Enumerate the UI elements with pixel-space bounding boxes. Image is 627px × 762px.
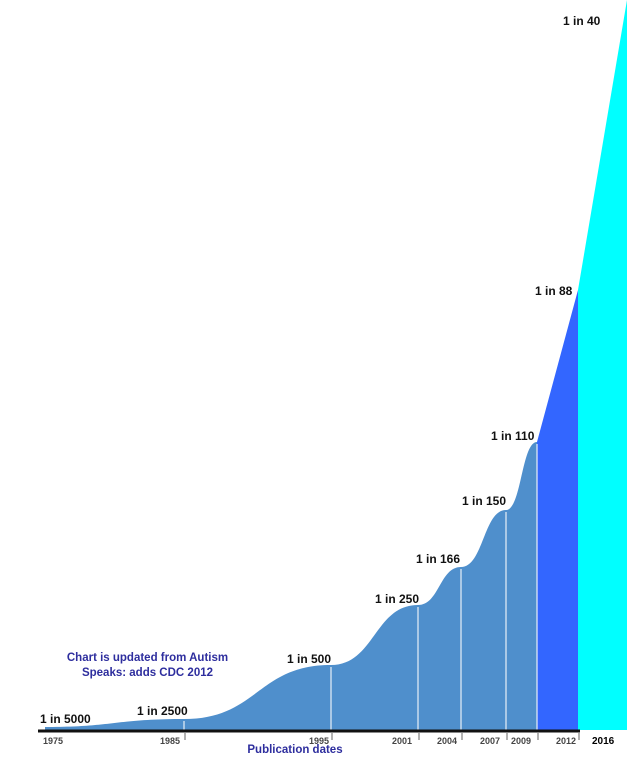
data-label: 1 in 40 [563, 14, 601, 28]
x-tick-label: 2012 [556, 736, 577, 746]
x-tick-label: 1985 [160, 736, 181, 746]
x-axis-label: Publication dates [247, 744, 343, 756]
x-tick-label: 2016 [592, 736, 615, 747]
cdc-2012-area [537, 290, 578, 730]
x-tick-label: 2001 [392, 736, 413, 746]
x-tick-label: 1975 [43, 736, 64, 746]
data-label: 1 in 166 [416, 552, 461, 566]
data-label: 1 in 88 [535, 284, 573, 298]
x-tick-label: 2007 [480, 736, 501, 746]
x-tick-label: 1995 [309, 736, 330, 746]
x-tick-label: 2009 [511, 736, 532, 746]
data-label: 1 in 150 [462, 494, 507, 508]
x-tick-label: 2004 [437, 736, 458, 746]
update-2016-area [578, 0, 627, 730]
data-label: 1 in 500 [287, 652, 332, 666]
data-label: 1 in 5000 [40, 712, 91, 726]
data-label: 1 in 2500 [137, 704, 188, 718]
chart-note: Chart is updated from Autism Speaks: add… [66, 652, 229, 679]
base-area [45, 442, 537, 730]
data-label: 1 in 110 [491, 429, 535, 443]
data-label: 1 in 250 [375, 592, 420, 606]
